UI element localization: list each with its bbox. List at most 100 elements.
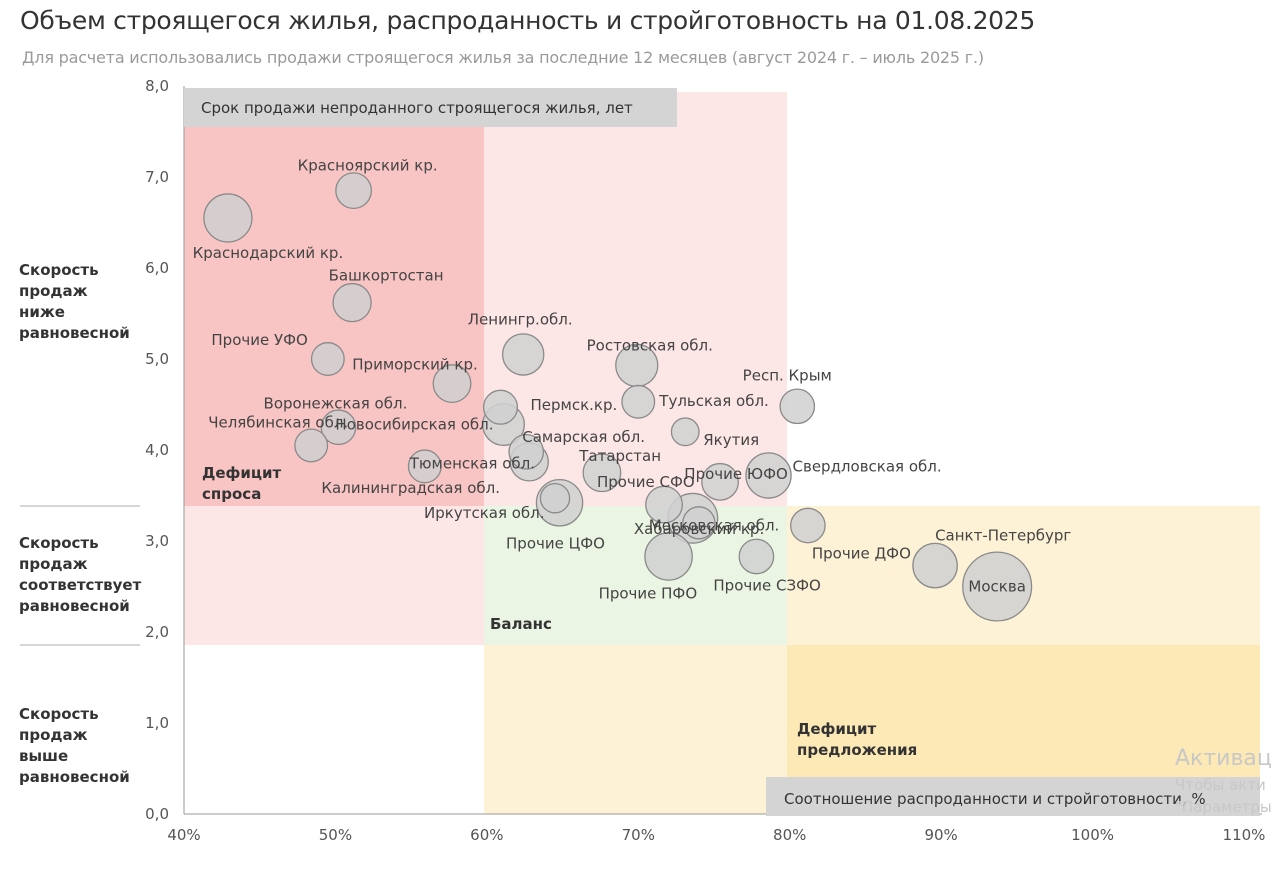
bubble-label-13: Самарская обл.: [522, 428, 645, 446]
x-tick-label: 110%: [1223, 826, 1266, 844]
x-tick-label: 80%: [773, 826, 806, 844]
side-label-high-line-3: выше: [19, 747, 69, 765]
y-tick-label: 5,0: [145, 350, 169, 368]
x-tick-label: 70%: [622, 826, 655, 844]
bubble-27: [738, 538, 775, 575]
watermark-line-1: Активац: [1175, 746, 1272, 771]
bubble-12: [779, 388, 816, 425]
bubble-label-12: Респ. Крым: [743, 366, 832, 384]
side-label-low-line-1: Скорость: [19, 261, 99, 279]
side-label-high-line-4: равновесной: [19, 768, 130, 786]
y-tick-label: 8,0: [145, 77, 169, 95]
bubble-26: [644, 532, 693, 581]
deficit-supply-zone-light-lower: [484, 645, 787, 814]
y-tick-labels: 0,0 1,0 2,0 3,0 4,0 5,0 6,0 7,0 8,0: [145, 77, 169, 823]
bubble-5: [501, 333, 545, 376]
bubble-label-18: Свердловская обл.: [793, 457, 942, 475]
page-subtitle: Для расчета использовались продажи строя…: [22, 48, 984, 67]
bubble-label-25: Прочие ДФО: [812, 545, 911, 563]
bubble-19: [582, 453, 622, 493]
bubble-label-29: Москва: [968, 578, 1025, 596]
bubble-28: [912, 542, 958, 589]
y-tick-label: 3,0: [145, 532, 169, 550]
y-axis-title: Срок продажи непроданного строящегося жи…: [201, 99, 633, 117]
bubble-label-21: Иркутская обл.: [424, 504, 545, 522]
bubble-label-27: Прочие СЗФО: [713, 576, 820, 594]
y-tick-label: 2,0: [145, 623, 169, 641]
bubble-label-2: Башкортостан: [329, 267, 444, 285]
side-label-low-line-2: продаж: [19, 282, 88, 300]
bubble-label-3: Прочие УФО: [211, 331, 307, 349]
zone-label-deficit-demand-2: спроса: [202, 485, 261, 503]
y-tick-label: 7,0: [145, 168, 169, 186]
bubble-18: [745, 452, 792, 499]
page-title: Объем строящегося жилья, распроданность …: [20, 6, 1036, 35]
bubble-label-23: Прочие ЦФО: [506, 535, 605, 553]
x-axis: 40% 50% 60% 70% 80% 90% 100% 110%: [167, 813, 1265, 844]
side-label-low-line-4: равновесной: [19, 324, 130, 342]
bubble-20: [539, 482, 571, 514]
side-label-high-line-2: продаж: [19, 726, 88, 744]
zone-label-deficit-supply-2: предложения: [797, 741, 917, 759]
x-tick-label: 60%: [470, 826, 503, 844]
y-tick-label: 0,0: [145, 805, 169, 823]
bubble-label-15: Тюменская обл.: [409, 454, 535, 472]
x-tick-label: 40%: [167, 826, 200, 844]
zones-layer: [184, 92, 1260, 814]
x-axis-title: Соотношение распроданности и стройготовн…: [784, 790, 1206, 808]
bubble-label-10: Пермск.кр.: [530, 396, 617, 414]
bubble-label-24: Хабаровский кр.: [634, 520, 764, 538]
bubble-29: [962, 551, 1033, 622]
x-tick-labels: 40% 50% 60% 70% 80% 90% 100% 110%: [167, 826, 1265, 844]
x-tick-label: 90%: [924, 826, 957, 844]
bubble-label-8: Челябинская обл.: [208, 413, 348, 431]
bubble-label-11: Тульская обл.: [658, 392, 769, 410]
bubble-label-1: Краснодарский кр.: [193, 244, 344, 262]
side-label-eq-line-1: Скорость: [19, 534, 99, 552]
bubble-25: [790, 507, 826, 544]
bubble-label-9: Новосибирская обл.: [335, 416, 493, 434]
bubble-4: [432, 364, 472, 403]
zone-label-balance: Баланс: [490, 615, 552, 633]
y-tick-label: 1,0: [145, 714, 169, 732]
bubble-14: [670, 417, 700, 447]
bubble-13: [508, 433, 545, 470]
side-label-eq-line-3: соответствует: [19, 576, 142, 594]
bubble-2: [332, 282, 372, 323]
bubble-label-0: Красноярский кр.: [298, 157, 438, 175]
x-axis-title-box: Соотношение распроданности и стройготовн…: [766, 777, 1260, 816]
bubble-label-16: Татарстан: [578, 447, 661, 465]
bubble-label-14: Якутия: [703, 431, 759, 449]
bubble-10: [482, 389, 519, 425]
bubble-24: [682, 506, 716, 540]
x-axis-title-background: [766, 777, 1260, 816]
watermark-line-3: "Параметры: [1175, 798, 1272, 816]
bubble-11: [621, 384, 656, 419]
y-tick-label: 6,0: [145, 259, 169, 277]
bubble-label-4: Приморский кр.: [352, 356, 478, 374]
bubble-label-26: Прочие ПФО: [599, 584, 698, 602]
point-labels-layer: Красноярский кр. Краснодарский кр. Башкорт…: [193, 157, 1072, 603]
bubble-label-17: Прочие ЮФО: [684, 465, 788, 483]
bubble-8: [294, 428, 329, 463]
bubble-label-5: Ленингр.обл.: [468, 310, 573, 328]
side-label-high-line-1: Скорость: [19, 705, 99, 723]
side-label-eq-line-4: равновесной: [19, 597, 130, 615]
y-axis-title-box: Срок продажи непроданного строящегося жи…: [184, 88, 677, 127]
bubble-label-28: Санкт-Петербург: [935, 527, 1071, 545]
bubble-0: [335, 172, 372, 210]
x-tick-label: 50%: [319, 826, 352, 844]
bubble-23: [645, 485, 683, 524]
y-tick-label: 4,0: [145, 441, 169, 459]
y-axis-title-background: [184, 88, 677, 127]
os-activation-watermark: Активац Чтобы акти "Параметры: [1175, 744, 1280, 834]
bubbles-layer: [203, 172, 1033, 622]
side-label-high-speed: Скорость продаж выше равновесной: [19, 704, 130, 788]
zone-label-deficit-demand-1: Дефицит: [202, 464, 282, 482]
bubble-label-6: Ростовская обл.: [587, 336, 713, 354]
bubble-label-20: Калининградская обл.: [321, 479, 500, 497]
bubble-7: [320, 409, 357, 446]
x-tick-label: 100%: [1071, 826, 1114, 844]
bubble-1: [203, 193, 253, 243]
